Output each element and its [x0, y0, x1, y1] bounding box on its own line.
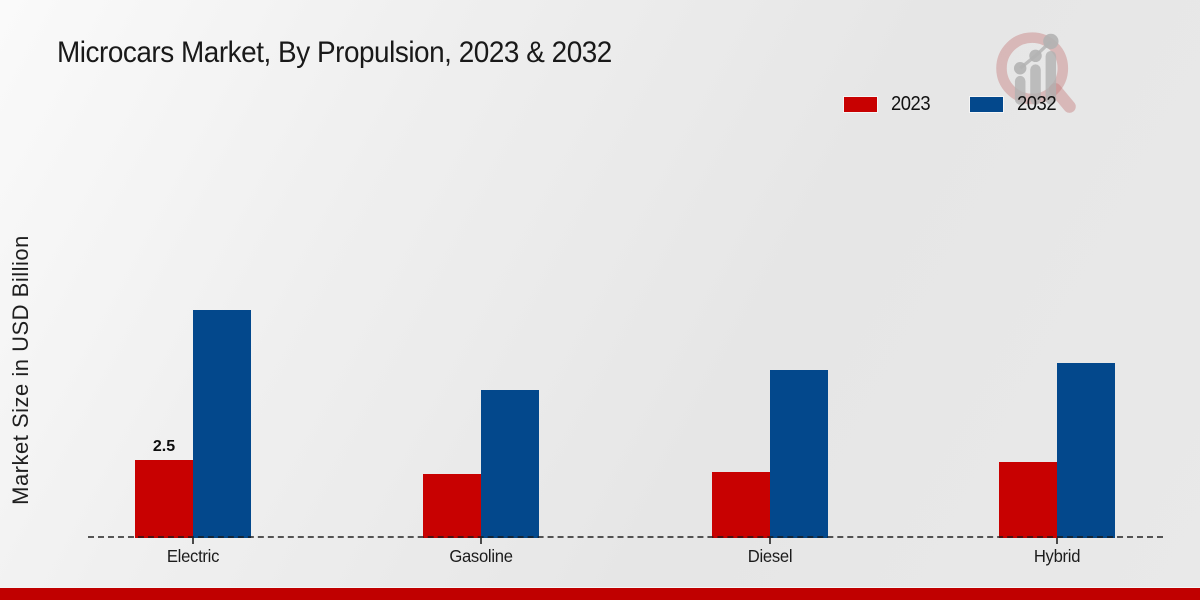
- x-axis-label-electric: Electric: [166, 546, 220, 566]
- legend: 2023 2032: [844, 93, 1059, 116]
- bar-hybrid-2032: [1057, 363, 1115, 538]
- footer-accent-bar: [0, 587, 1200, 600]
- bar-hybrid-2023: [999, 462, 1057, 538]
- x-axis-label-gasoline: Gasoline: [449, 546, 513, 566]
- bar-diesel-2032: [770, 370, 828, 538]
- x-axis-label-diesel: Diesel: [747, 546, 793, 566]
- bar-gasoline-2032: [481, 390, 539, 538]
- bar-value-electric-2023: 2.5: [152, 438, 176, 455]
- magnifier-growth-icon: [996, 32, 1076, 113]
- y-axis-title: Market Size in USD Billion: [8, 235, 33, 505]
- x-axis-tick-diesel: [769, 538, 771, 544]
- bar-electric-2023: [135, 460, 193, 538]
- x-axis-tick-electric: [192, 538, 194, 544]
- x-axis-label-hybrid: Hybrid: [1033, 546, 1081, 566]
- brand-watermark: [990, 28, 1082, 120]
- legend-item-2032: 2032: [969, 93, 1060, 116]
- legend-swatch-2032: [969, 97, 1003, 112]
- bar-diesel-2023: [712, 472, 770, 538]
- chart-title: Microcars Market, By Propulsion, 2023 & …: [57, 36, 612, 69]
- legend-label-2032: 2032: [1016, 93, 1057, 115]
- x-axis-tick-gasoline: [480, 538, 482, 544]
- legend-item-2023: 2023: [844, 93, 934, 116]
- legend-label-2023: 2023: [891, 93, 931, 115]
- bar-electric-2032: [193, 310, 251, 538]
- bar-gasoline-2023: [423, 474, 481, 538]
- legend-swatch-2023: [844, 97, 877, 112]
- x-axis-tick-hybrid: [1056, 538, 1058, 544]
- x-axis-line: [88, 536, 1163, 538]
